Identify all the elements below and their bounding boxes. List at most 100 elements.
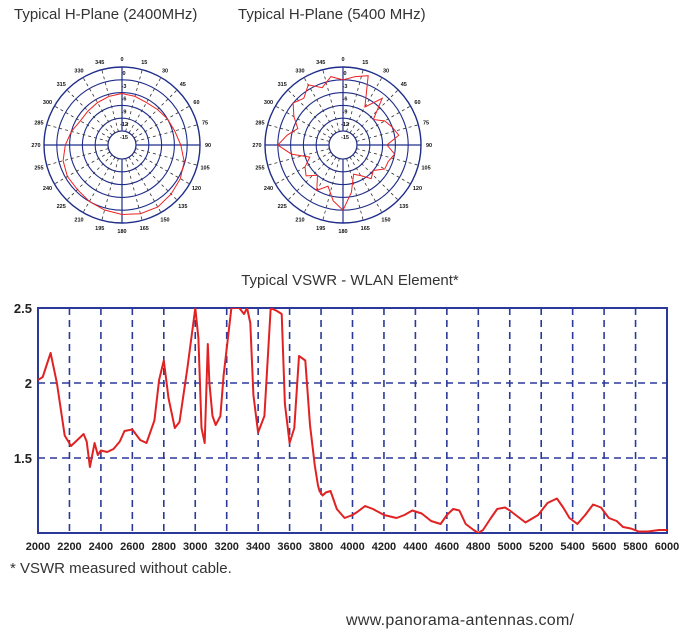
polar-spoke (352, 154, 399, 201)
polar-spoke (356, 148, 419, 166)
polar-spoke (287, 154, 334, 201)
vswr-x-tick-label: 5600 (592, 541, 616, 553)
polar-spoke (54, 151, 111, 185)
polar-angle-label: 150 (160, 217, 169, 223)
polar-spoke (346, 158, 364, 221)
polar-spoke (354, 105, 411, 139)
polar-spoke (135, 124, 198, 142)
polar-angle-label: 270 (252, 143, 261, 149)
polar-angle-label: 195 (95, 226, 104, 232)
polar-spoke (354, 151, 411, 185)
polar-angle-label: 135 (399, 204, 408, 210)
vswr-x-tick-label: 4600 (435, 541, 459, 553)
polar-angle-label: 330 (295, 69, 304, 75)
polar-spoke (101, 69, 119, 132)
polar-angle-label: 315 (278, 82, 287, 88)
polar-angle-label: 0 (341, 57, 344, 63)
polar-spoke (125, 158, 143, 221)
polar-spoke (46, 124, 109, 142)
vswr-x-tick-label: 6000 (655, 541, 679, 553)
vswr-x-tick-label: 4800 (466, 541, 490, 553)
polar-spoke (303, 77, 337, 134)
polar-spoke (349, 77, 383, 134)
polar-spoke (322, 158, 340, 221)
polar-spoke (303, 156, 337, 213)
polar-angle-label: 345 (316, 60, 325, 66)
polar-radial-label: 0 (122, 71, 125, 77)
polar-angle-label: 105 (200, 165, 209, 171)
polar-angle-label: 120 (192, 186, 201, 192)
vswr-x-tick-label: 2600 (120, 541, 144, 553)
polar-spoke (267, 148, 330, 166)
polar-angle-label: 90 (205, 143, 211, 149)
polar-spoke (356, 124, 419, 142)
polar-angle-label: 60 (193, 100, 199, 106)
vswr-x-tick-label: 3800 (309, 541, 333, 553)
polar-spoke (82, 156, 116, 213)
polar-angle-label: 225 (57, 204, 66, 210)
polar-angle-label: 120 (413, 186, 422, 192)
polar-spoke (128, 77, 162, 134)
polar-pattern-line (277, 75, 400, 212)
vswr-x-tick-label: 5800 (623, 541, 647, 553)
polar-spoke (135, 148, 198, 166)
polar-angle-label: 45 (401, 82, 407, 88)
polar-spoke (275, 151, 332, 185)
vswr-x-tick-label: 3000 (183, 541, 207, 553)
polar-spoke (66, 89, 113, 136)
vswr-x-tick-label: 3200 (214, 541, 238, 553)
polar-angle-label: 285 (34, 121, 43, 127)
polar-spoke (133, 105, 190, 139)
polar-angle-label: 30 (162, 69, 168, 75)
vswr-x-tick-label: 5200 (529, 541, 553, 553)
polar-angle-label: 45 (180, 82, 186, 88)
polar-angle-label: 330 (74, 69, 83, 75)
polar-angle-label: 0 (120, 57, 123, 63)
polar-angle-label: 240 (264, 186, 273, 192)
polar-angle-label: 135 (178, 204, 187, 210)
vswr-x-tick-label: 2800 (152, 541, 176, 553)
polar-pattern-line (62, 92, 185, 216)
polar-angle-label: 315 (57, 82, 66, 88)
vswr-y-tick-label: 1.5 (14, 451, 32, 466)
polar-spoke (54, 105, 111, 139)
polar-spoke (322, 69, 340, 132)
footnote: * VSWR measured without cable. (10, 560, 232, 577)
polar-radial-label: -3 (122, 84, 127, 90)
polar-spoke (46, 148, 109, 166)
polar-angle-label: 165 (361, 226, 370, 232)
polar-angle-label: 240 (43, 186, 52, 192)
polar-chart-5400mhz: 0 15 30 45 60 75 90 105 120 135 150 165 180 195 210 225… (252, 57, 432, 235)
vswr-y-tick-label: 2.5 (14, 301, 32, 316)
polar-radial-label: -15 (341, 135, 349, 141)
polar-angle-label: 210 (295, 217, 304, 223)
polar-radial-label: 0 (343, 71, 346, 77)
polar-radial-label: -12 (341, 122, 349, 128)
vswr-y-tick-label: 2 (25, 376, 32, 391)
polar-radial-label: -6 (122, 97, 127, 103)
polar-angle-label: 150 (381, 217, 390, 223)
polar-chart-2-title: Typical H-Plane (5400 MHz) (238, 6, 426, 23)
vswr-x-tick-label: 5400 (560, 541, 584, 553)
polar-spoke (101, 158, 119, 221)
polar-angle-label: 195 (316, 226, 325, 232)
polar-radial-label: -12 (120, 122, 128, 128)
polar-angle-label: 270 (31, 143, 40, 149)
polar-angle-label: 180 (117, 229, 126, 235)
polar-angle-label: 285 (255, 121, 264, 127)
polar-spoke (82, 77, 116, 134)
polar-angle-label: 210 (74, 217, 83, 223)
polar-angle-label: 15 (362, 60, 368, 66)
polar-spoke (352, 89, 399, 136)
polar-spoke (275, 105, 332, 139)
vswr-chart: 2.5 2 1.5 2000 2200 2400 2600 2800 3000 3200 3400 3… (14, 301, 679, 553)
polar-angle-label: 345 (95, 60, 104, 66)
polar-angle-label: 180 (338, 229, 347, 235)
website-link[interactable]: www.panorama-antennas.com/ (346, 612, 575, 629)
vswr-x-tick-label: 5000 (498, 541, 522, 553)
polar-angle-label: 90 (426, 143, 432, 149)
polar-radial-label: -9 (343, 109, 348, 115)
polar-spoke (125, 69, 143, 132)
polar-angle-label: 225 (278, 204, 287, 210)
vswr-x-tick-label: 4400 (403, 541, 427, 553)
